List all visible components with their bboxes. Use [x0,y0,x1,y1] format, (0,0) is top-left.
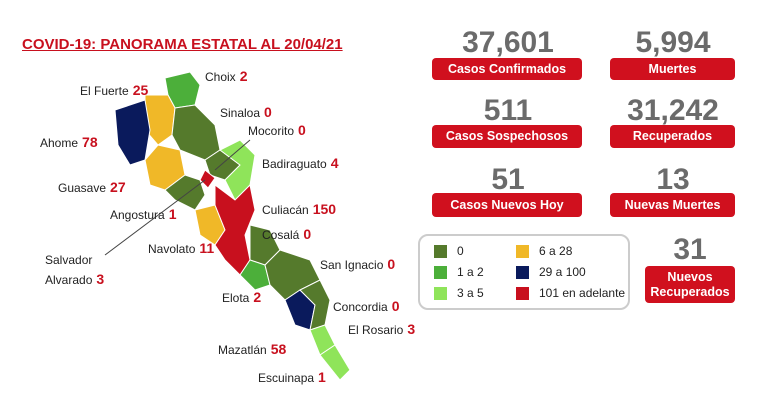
legend-label: 3 a 5 [457,286,484,300]
legend-swatch [516,244,529,258]
municipality-label: Cosalá 0 [262,226,311,242]
stat-value: 5,994 [635,26,711,59]
municipality-name: Concordia [333,300,388,314]
legend-swatch [434,244,447,258]
municipality-name: Culiacán [262,203,309,217]
legend-item: 0 [434,244,464,258]
municipality-value: 78 [82,134,98,150]
municipality-label: Mocorito 0 [248,122,306,138]
municipality-label: Salvador Alvarado 3 [45,251,107,290]
municipality-name: Guasave [58,181,107,195]
legend-label: 0 [457,244,464,258]
map [104,71,351,381]
municipality-name: Ahome [40,136,79,150]
stat-value: 37,601 [462,26,554,59]
municipality-value: 58 [270,341,287,357]
municipality-value: 1 [168,206,177,222]
legend-label: 6 a 28 [539,244,573,258]
region [114,99,151,166]
stat-label: Nuevas Muertes [610,193,735,217]
stat-value: 511 [483,94,533,127]
municipality-label: Navolato 11 [148,240,214,256]
municipality-value: 0 [391,298,400,314]
municipality-value: 0 [387,256,396,272]
title: COVID-19: PANORAMA ESTATAL AL 20/04/21 [22,36,343,53]
leader-line [104,179,206,256]
stat-label: Nuevos Recuperados [645,266,735,303]
legend-item: 29 a 100 [516,265,586,279]
legend-swatch [516,265,529,279]
stat-label: Casos Sospechosos [432,125,582,148]
municipality-label: Mazatlán 58 [218,341,286,357]
municipality-value: 3 [96,271,105,287]
municipality-value: 0 [303,226,312,242]
legend-item: 101 en adelante [516,286,625,300]
municipality-value: 3 [407,321,416,337]
municipality-name: El Fuerte [80,84,129,98]
region [239,259,271,291]
municipality-value: 4 [330,155,339,171]
stat-label: Casos Confirmados [432,58,582,80]
municipality-value: 25 [132,82,149,98]
municipality-value: 2 [253,289,262,305]
stat-value: 31,242 [627,94,719,127]
municipality-label: Sinaloa 0 [220,104,272,120]
leader-line [214,139,251,171]
municipality-name: Cosalá [262,228,300,242]
municipality-label: Angostura 1 [110,206,177,222]
legend-label: 101 en adelante [539,286,626,300]
legend-item: 6 a 28 [516,244,572,258]
municipality-value: 1 [318,369,326,385]
municipality-label: El Fuerte 25 [80,82,148,98]
municipality-name: Escuinapa [258,371,315,385]
municipality-name: Sinaloa [220,106,261,120]
municipality-name: Angostura [110,208,165,222]
legend-swatch [434,286,447,300]
municipality-value: 2 [239,68,248,84]
municipality-name: Badiraguato [262,157,327,171]
municipality-label: Guasave 27 [58,179,126,195]
municipality-label: Culiacán 150 [262,201,336,217]
municipality-value: 0 [298,122,306,138]
legend-label: 1 a 2 [457,265,484,279]
legend-item: 3 a 5 [434,286,484,300]
municipality-label: San Ignacio 0 [320,256,395,272]
municipality-label: Concordia 0 [333,298,400,314]
stat-label: Casos Nuevos Hoy [432,193,582,217]
municipality-label: Choix 2 [205,68,247,84]
municipality-name: Salvador Alvarado [45,253,93,287]
municipality-value: 150 [312,201,337,217]
legend-item: 1 a 2 [434,265,484,279]
municipality-name: San Ignacio [320,258,384,272]
municipality-name: Mazatlán [218,343,267,357]
municipality-label: Badiraguato 4 [262,155,339,171]
municipality-value: 27 [110,179,126,195]
legend: 0 1 a 2 3 a 5 6 a 28 29 a 100 101 en adelante [418,234,630,310]
municipality-label: Ahome 78 [40,134,98,150]
municipality-value: 11 [199,240,215,256]
municipality-label: El Rosario 3 [348,321,415,337]
stat-value: 31 [673,233,707,266]
stat-label: Recuperados [610,125,735,148]
region [144,94,176,146]
legend-swatch [434,265,447,279]
stat-label: Muertes [610,58,735,80]
municipality-name: Navolato [148,242,196,256]
municipality-value: 0 [264,104,272,120]
region [199,169,216,189]
municipality-name: Elota [222,291,250,305]
municipality-name: Mocorito [248,124,295,138]
municipality-label: Escuinapa 1 [258,369,326,385]
region [319,344,351,381]
municipality-label: Elota 2 [222,289,261,305]
stat-value: 13 [656,163,690,196]
municipality-name: Choix [205,70,236,84]
legend-swatch [516,286,529,300]
stat-value: 51 [491,163,525,196]
legend-label: 29 a 100 [539,265,586,279]
municipality-name: El Rosario [348,323,404,337]
